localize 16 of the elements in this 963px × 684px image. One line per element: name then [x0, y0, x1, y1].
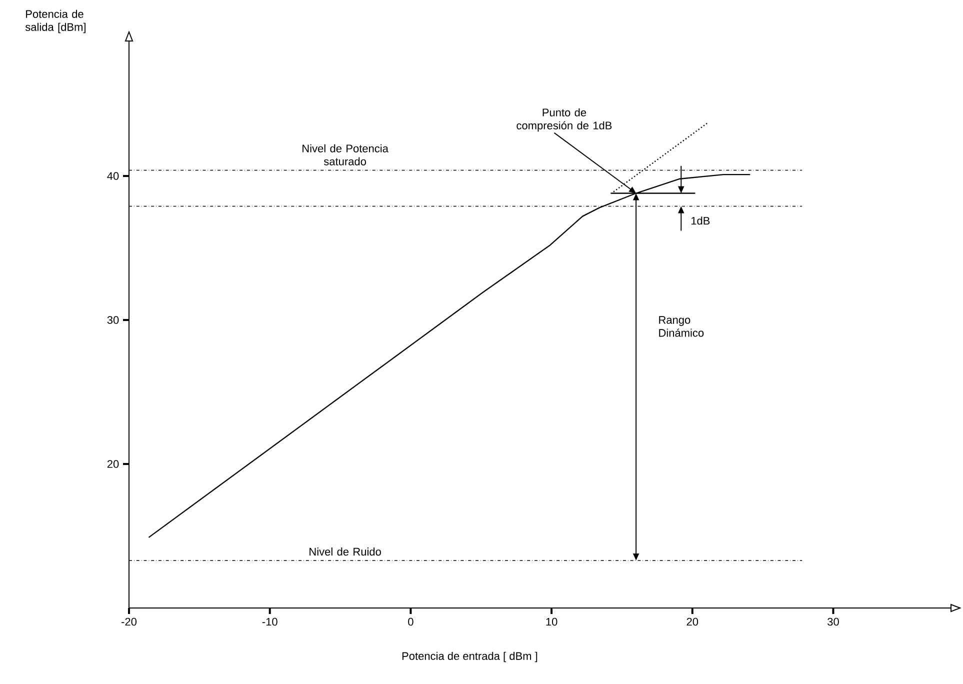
annotation: Punto de compresión de 1dB [516, 108, 612, 132]
x-tick-label: 0 [408, 618, 414, 626]
x-tick-label: -10 [262, 618, 278, 626]
annotation: 1dB [691, 216, 710, 225]
x-tick-label: 20 [686, 618, 698, 626]
ref-line-label: Nivel de Ruido [310, 548, 381, 556]
x-tick-label: -20 [122, 618, 137, 626]
x-tick-label: 10 [546, 618, 558, 626]
y-tick-label: 40 [107, 172, 119, 180]
y-axis-title: Potencia de salida [dBm] [25, 10, 86, 34]
annotation: Rango Dinámico [659, 316, 704, 337]
y-tick-label: 20 [107, 460, 119, 468]
x-axis-title: Potencia de entrada [ dBm ] [402, 652, 538, 662]
y-tick-label: 30 [107, 316, 119, 324]
x-tick-label: 30 [828, 618, 839, 626]
ref-line-label: Nivel de Potencia saturado [302, 144, 388, 166]
